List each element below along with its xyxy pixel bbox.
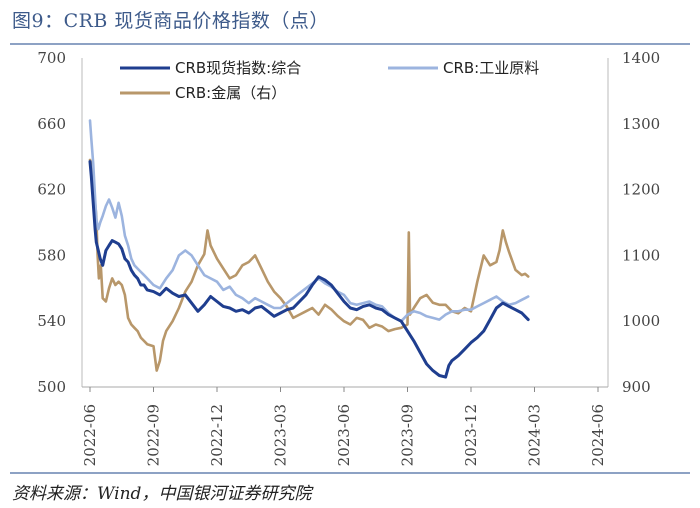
legend-label: CRB:工业原料: [443, 59, 539, 77]
left-y-axis: 700 660 620 580 540 500: [37, 49, 66, 396]
x-tick-label: 2024-03: [526, 404, 544, 466]
x-tick-label: 2022-09: [145, 404, 163, 466]
series-layer: [88, 119, 530, 379]
right-tick-label: 900: [622, 378, 651, 396]
figure-title: 图9：CRB 现货商品价格指数（点）: [12, 10, 329, 32]
left-tick-label: 500: [37, 378, 66, 396]
x-tick-label: 2023-09: [399, 404, 417, 466]
left-tick-label: 540: [37, 312, 66, 330]
right-tick-label: 1400: [622, 49, 660, 67]
legend: CRB现货指数:综合 CRB:工业原料 CRB:金属（右）: [120, 59, 539, 102]
right-tick-label: 1200: [622, 181, 660, 199]
legend-label: CRB现货指数:综合: [175, 59, 301, 77]
source-rule: [10, 472, 690, 474]
chart: 700 660 620 580 540 500 1400 1300 1200 1100 1000 9…: [37, 49, 660, 466]
series-line-composite: [88, 160, 530, 379]
x-tick-label: 2022-06: [81, 404, 99, 466]
x-tick-label: 2023-03: [272, 404, 290, 466]
x-tick-label: 2024-06: [589, 404, 607, 466]
series-line-metals: [88, 158, 530, 372]
series-line-industrial: [88, 119, 530, 323]
left-tick-label: 620: [37, 181, 66, 199]
right-y-axis: 1400 1300 1200 1100 1000 900: [622, 49, 660, 396]
x-tick-label: 2023-12: [462, 404, 480, 466]
title-rule: [10, 43, 690, 45]
legend-label: CRB:金属（右）: [175, 84, 286, 102]
right-tick-label: 1100: [622, 246, 660, 264]
right-tick-label: 1300: [622, 115, 660, 133]
left-tick-label: 700: [37, 49, 66, 67]
x-axis: 2022-06 2022-09 2022-12 2023-03 2023-06 2023-…: [81, 387, 607, 466]
source-note: 资料来源：Wind，中国银河证券研究院: [12, 484, 312, 504]
x-tick-label: 2022-12: [208, 404, 226, 466]
right-tick-label: 1000: [622, 312, 660, 330]
x-tick-label: 2023-06: [335, 404, 353, 466]
left-tick-label: 580: [37, 246, 66, 264]
left-tick-label: 660: [37, 115, 66, 133]
